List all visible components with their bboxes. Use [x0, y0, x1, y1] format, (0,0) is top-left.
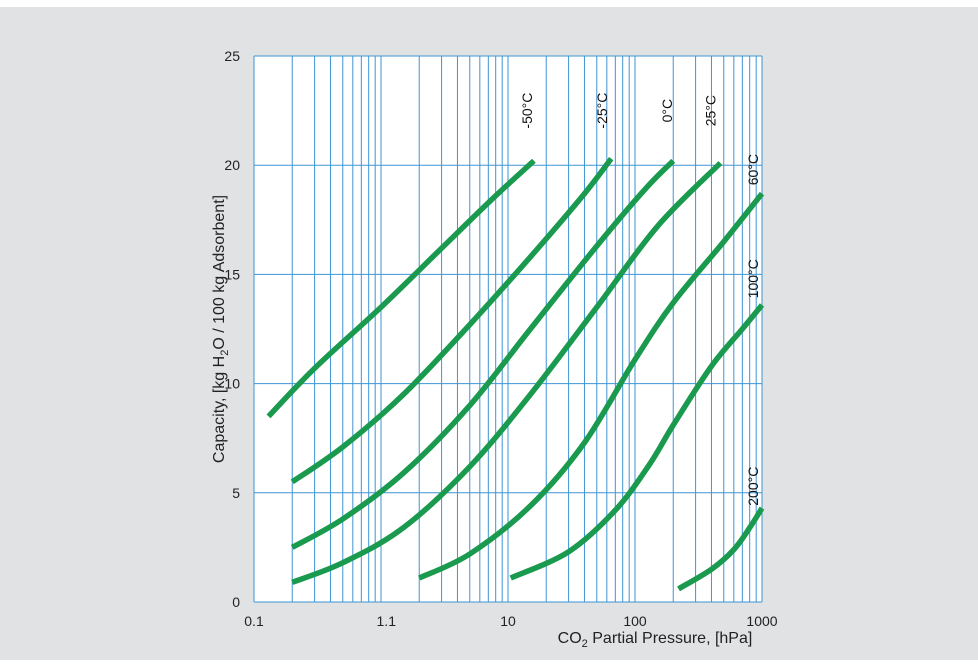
y-tick-label: 10	[224, 376, 240, 392]
x-axis-title-main: CO	[558, 630, 582, 647]
y-tick-label: 15	[224, 266, 240, 282]
y-tick-label: 20	[224, 157, 240, 173]
series-label: 0°C	[659, 99, 675, 123]
y-axis-title: Capacity, [kg H2O / 100 kg Adsorbent]	[211, 195, 231, 463]
y-tick-label: 5	[232, 485, 240, 501]
y-tick-label: 25	[224, 48, 240, 64]
x-axis-title: CO2 Partial Pressure, [hPa]	[558, 630, 753, 650]
series-curve	[677, 506, 765, 592]
series-label: -25°C	[594, 93, 610, 129]
y-axis-title-post: O / 100 kg Adsorbent]	[211, 195, 228, 350]
series-label: 60°C	[745, 154, 761, 185]
series-curve	[266, 158, 536, 419]
y-axis-title-pre: Capacity, [kg H	[211, 356, 228, 463]
x-tick-labels: 0.1 1.1 10 100 1000	[244, 613, 778, 629]
x-tick-label: 0.1	[244, 613, 264, 629]
series-label: 25°C	[703, 95, 719, 126]
y-tick-label: 0	[232, 594, 240, 610]
x-axis-title-sub: 2	[582, 638, 588, 650]
chart-panel: 0 5 10 15 20 25 0.1 1.1 10 100 1000 -50°C -25°C 0°C…	[0, 7, 978, 660]
series-labels: -50°C -25°C 0°C 25°C 60°C 100°C 200°C	[519, 93, 761, 506]
x-tick-label: 100	[623, 613, 647, 629]
x-tick-label: 1.1	[377, 613, 397, 629]
x-axis-title-rest: Partial Pressure, [hPa]	[588, 630, 753, 647]
grid	[253, 55, 763, 603]
y-tick-labels: 0 5 10 15 20 25	[224, 48, 240, 610]
series-label: 100°C	[745, 259, 761, 298]
series-label: -50°C	[519, 93, 535, 129]
series-curve	[509, 303, 765, 581]
y-axis-title-sub: 2	[219, 350, 231, 356]
series-label: 200°C	[745, 467, 761, 506]
series-curve	[290, 156, 614, 485]
chart: 0 5 10 15 20 25 0.1 1.1 10 100 1000 -50°C -25°C 0°C…	[211, 48, 778, 650]
series-curve	[290, 158, 676, 550]
series-curve	[418, 191, 765, 581]
series-curve	[291, 161, 723, 585]
x-tick-label: 10	[500, 613, 516, 629]
series-curves	[266, 156, 765, 592]
x-tick-label: 1000	[746, 613, 777, 629]
